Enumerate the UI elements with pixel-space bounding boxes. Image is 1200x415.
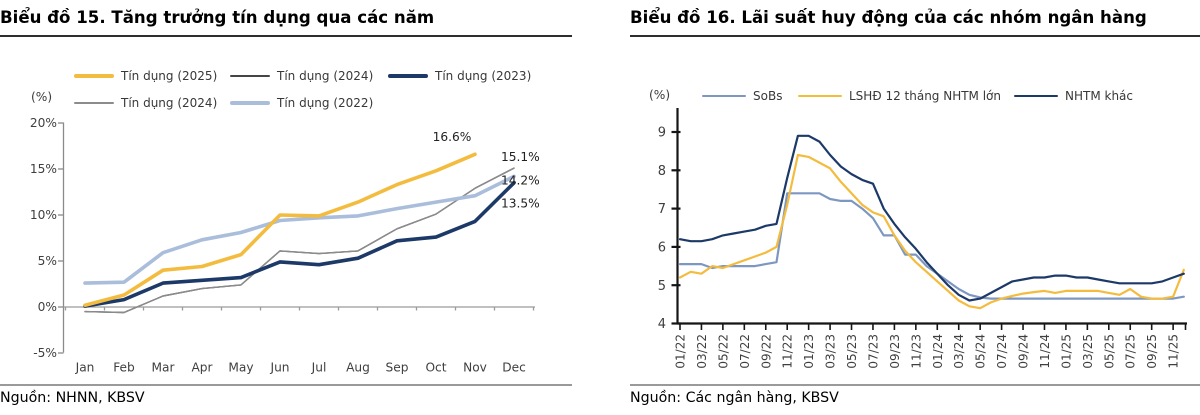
legend-label: Tín dụng (2024) — [121, 96, 218, 110]
deposit-rate-panel: Biểu đồ 16. Lãi suất huy động của các nh… — [630, 0, 1200, 415]
legend-item: LSHĐ 12 tháng NHTM lớn — [798, 89, 1001, 103]
legend-line-swatch — [230, 74, 270, 78]
x-tick-label: 03/23 — [824, 334, 838, 369]
x-tick-label: 01/25 — [1059, 334, 1073, 369]
x-tick-label: Jun — [269, 361, 289, 375]
data-label: 13.5% — [501, 197, 540, 211]
y-tick-label: 8 — [658, 164, 666, 179]
y-tick-label: 4 — [658, 317, 666, 332]
source-divider — [630, 384, 1200, 386]
legend-item: SoBs — [702, 89, 782, 103]
y-axis-unit-label: (%) — [31, 90, 53, 104]
series-line — [678, 153, 1185, 310]
legend-item: NHTM khác — [1014, 89, 1133, 103]
series-line — [83, 181, 516, 308]
x-tick-label: 07/22 — [738, 334, 752, 369]
data-label: 15.1% — [501, 150, 540, 164]
x-tick-label: Dec — [502, 361, 526, 375]
y-tick-label: 15% — [30, 162, 57, 176]
x-tick-label: 07/23 — [866, 334, 880, 369]
legend-line-swatch — [702, 94, 746, 98]
legend-label: Tín dụng (2024) — [277, 69, 374, 83]
x-tick-label: Jan — [75, 361, 95, 375]
x-tick-label: Oct — [425, 361, 446, 375]
x-tick-label: 07/24 — [995, 334, 1009, 369]
y-tick-label: 6 — [658, 241, 666, 256]
series-line — [678, 192, 1185, 300]
x-tick-label: Sep — [386, 361, 409, 375]
y-tick-label: 7 — [658, 202, 666, 217]
legend-line-swatch — [388, 74, 428, 78]
x-tick-label: 01/22 — [674, 334, 688, 369]
x-tick-label: 03/22 — [695, 334, 709, 369]
legend-item: Tín dụng (2024) — [74, 96, 217, 110]
chart-title: Biểu đồ 16. Lãi suất huy động của các nh… — [630, 8, 1147, 27]
legend-label: NHTM khác — [1065, 89, 1134, 103]
x-tick-label: 11/23 — [909, 334, 923, 369]
data-label: 14.2% — [501, 174, 540, 188]
legend-label: Tín dụng (2022) — [277, 96, 374, 110]
series-line — [678, 134, 1185, 302]
legend-item: Tín dụng (2025) — [74, 69, 217, 83]
legend-line-swatch — [798, 94, 842, 98]
credit-growth-chart: -5% 0% 5% 10% 15% 20% Jan Feb Mar Apr May Jun Jul Aug… — [30, 116, 540, 375]
credit-growth-panel: Biểu đồ 15. Tăng trưởng tín dụng qua các… — [0, 0, 572, 415]
x-tick-label: Feb — [113, 361, 135, 375]
series-line — [84, 167, 515, 314]
x-tick-label: 05/24 — [974, 334, 988, 369]
x-tick-label: Apr — [191, 361, 213, 375]
x-tick-label: Nov — [463, 361, 487, 375]
legend-label: SoBs — [753, 89, 783, 103]
legend-line-swatch — [230, 101, 270, 105]
legend-item: Tín dụng (2024) — [230, 69, 373, 83]
x-tick-label: Aug — [346, 361, 370, 375]
x-tick-label: 09/22 — [759, 334, 773, 369]
series-line — [83, 152, 477, 308]
legend-item: Tín dụng (2023) — [388, 69, 531, 83]
legend-line-swatch — [1014, 94, 1058, 98]
x-tick-label: Jul — [311, 361, 327, 375]
x-tick-label: 07/25 — [1124, 334, 1138, 369]
x-tick-label: 03/24 — [952, 334, 966, 369]
series-line — [84, 167, 515, 314]
legend-line-swatch — [74, 74, 114, 78]
chart-title: Biểu đồ 15. Tăng trưởng tín dụng qua các… — [0, 8, 435, 27]
y-tick-label: 5 — [658, 279, 666, 294]
x-tick-label: 11/25 — [1167, 334, 1181, 369]
x-tick-label: 05/23 — [845, 334, 859, 369]
x-tick-label: 01/23 — [802, 334, 816, 369]
legend-label: LSHĐ 12 tháng NHTM lớn — [849, 89, 1002, 103]
x-tick-label: 11/24 — [1038, 334, 1052, 369]
x-tick-label: 01/24 — [931, 334, 945, 369]
x-tick-label: Mar — [152, 361, 176, 375]
y-tick-label: 20% — [30, 116, 57, 130]
x-tick-label: 09/25 — [1145, 334, 1159, 369]
source-divider — [0, 384, 572, 386]
deposit-rate-chart: 4 5 6 7 8 9 01/22 03/22 05/22 07/22 09/22 11/22 01/2… — [658, 108, 1187, 369]
source-note: Nguồn: NHNN, KBSV — [0, 390, 145, 406]
y-tick-label: 9 — [658, 126, 666, 141]
legend-label: Tín dụng (2025) — [121, 69, 218, 83]
title-underline — [0, 35, 572, 37]
legend-item: Tín dụng (2022) — [230, 96, 373, 110]
x-tick-label: 09/23 — [888, 334, 902, 369]
legend-label: Tín dụng (2023) — [435, 69, 532, 83]
x-tick-label: 05/22 — [716, 334, 730, 369]
legend-line-swatch — [74, 101, 114, 105]
series-line — [83, 174, 516, 285]
data-label: 16.6% — [433, 130, 472, 144]
y-tick-label: -5% — [33, 346, 57, 360]
x-tick-label: 03/25 — [1081, 334, 1095, 369]
y-axis-unit-label: (%) — [649, 88, 671, 102]
y-tick-label: 10% — [30, 208, 57, 222]
y-tick-label: 0% — [38, 300, 57, 314]
title-underline — [630, 35, 1200, 37]
y-tick-label: 5% — [38, 254, 57, 268]
x-tick-label: 09/24 — [1017, 334, 1031, 369]
x-tick-label: 11/22 — [781, 334, 795, 369]
source-note: Nguồn: Các ngân hàng, KBSV — [630, 390, 839, 406]
x-tick-label: May — [228, 361, 253, 375]
x-tick-label: 05/25 — [1102, 334, 1116, 369]
